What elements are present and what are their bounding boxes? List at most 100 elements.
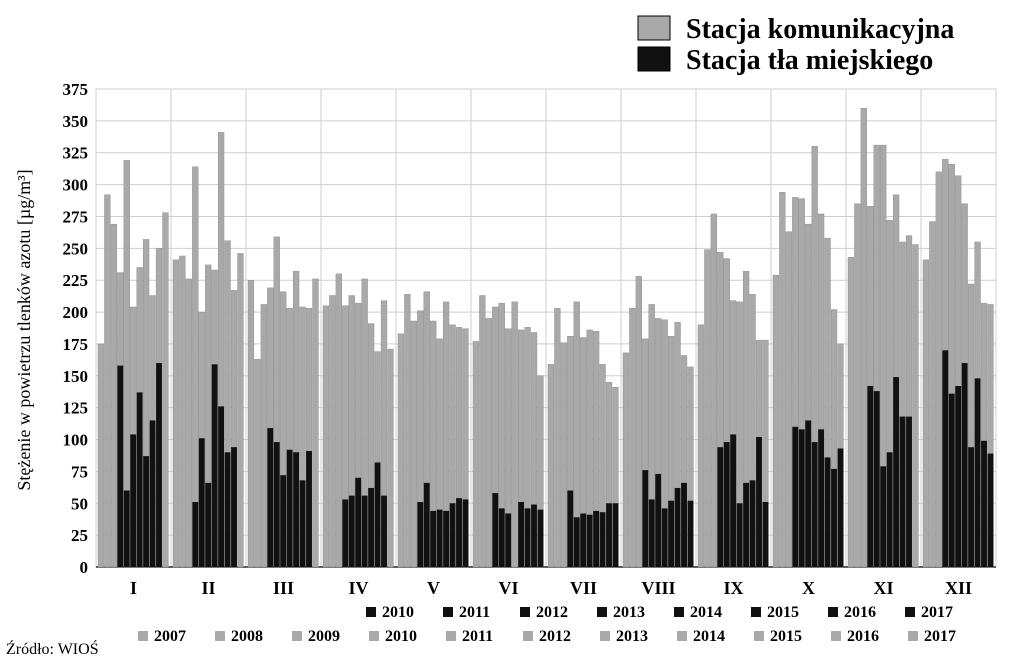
bar-komunikacyjna [179,255,186,568]
bar-tla-miejskiego [449,503,456,567]
bar-tla-miejskiego [342,499,349,567]
legend-years-tla: 2010 2011 2012 2013 2014 2015 2016 2017 [366,604,953,621]
y-tick-label: 375 [63,80,89,99]
bar-tla-miejskiego [580,513,587,567]
legend-year-label: 2010 [382,604,414,621]
y-tick-label: 0 [80,558,89,577]
y-tick-label: 25 [71,526,88,545]
legend-swatch-year [523,631,533,641]
bar-tla-miejskiego [968,447,975,567]
bar-tla-miejskiego [717,447,724,567]
bar-tla-miejskiego [824,457,831,567]
bar-komunikacyjna [472,341,480,568]
bar-tla-miejskiego [524,508,531,567]
y-axis-title: Stężenie w powietrzu tlenków azotu [µg/m… [14,169,34,490]
x-axis-labels: I II III IV V VI VII VIII IX X XI XII [130,578,972,598]
bar-tla-miejskiego [348,495,355,567]
legend-year-label: 2010 [385,628,417,645]
legend-swatch-komunikacyjna [637,15,671,41]
legend-year-label: 2017 [921,604,953,621]
bar-tla-miejskiego [368,487,375,567]
bar-tla-miejskiego [267,428,274,567]
bar-tla-miejskiego [218,406,225,567]
bar-tla-miejskiego [573,517,580,567]
bar-tla-miejskiego [586,514,593,567]
legend-swatch-year [677,631,687,641]
bar-tla-miejskiego [642,470,649,567]
bar-komunikacyjna [404,294,411,568]
bar-tla-miejskiego [837,448,844,567]
bar-tla-miejskiego [599,512,606,567]
bar-tla-miejskiego [436,509,443,567]
bar-tla-miejskiego [231,447,237,567]
source-note: Źródło: WIOŚ [6,639,99,658]
bar-tla-miejskiego [299,480,306,567]
bar-komunikacyjna [247,280,255,568]
grid [95,88,997,568]
legend-swatch-year [828,607,838,617]
bar-tla-miejskiego [143,456,150,567]
legend-swatch-year [905,607,915,617]
bar-komunikacyjna [547,364,555,568]
bar-komunikacyjna [511,301,518,568]
bar-tla-miejskiego [286,449,293,567]
legend-main: Stacja komunikacyjna Stacja tła miejskie… [637,14,954,76]
y-tick-label: 300 [63,176,89,195]
bar-komunikacyjna [935,171,942,568]
bar-tla-miejskiego [736,503,743,567]
bar-tla-miejskiego [792,426,799,567]
bar-tla-miejskiego [655,473,662,567]
legend-swatch-year [520,607,530,617]
bar-komunikacyjna [922,259,930,568]
bar-komunikacyjna [485,318,492,568]
bar-tla-miejskiego [492,493,499,567]
bar-komunikacyjna [772,274,780,568]
bar-tla-miejskiego [906,416,912,567]
bar-komunikacyjna [697,324,705,568]
legend-year-label: 2014 [690,604,722,621]
bar-komunikacyjna [860,107,867,568]
y-tick-label: 50 [71,494,88,513]
legend-swatch-year [366,607,376,617]
bar-komunikacyjna [635,276,642,568]
legend-year-label: 2012 [536,604,568,621]
bar-komunikacyjna [162,212,169,568]
bar-tla-miejskiego [505,513,512,567]
bar-komunikacyjna [629,308,636,568]
bar-tla-miejskiego [518,501,525,567]
bar-komunikacyjna [387,348,394,568]
bar-tla-miejskiego [198,438,205,567]
bar-tla-miejskiego [430,510,437,567]
bar-tla-miejskiego [687,500,694,567]
legend-years-komunikacyjna: 2007 2008 2009 2010 2011 2012 2013 2014 2015 2016… [138,628,956,645]
bar-tla-miejskiego [117,365,124,567]
legend-year-label: 2015 [767,604,799,621]
bar-komunikacyjna [260,304,267,568]
legend-year-label: 2016 [847,628,879,645]
bar-tla-miejskiego [723,442,730,567]
bar-komunikacyjna [554,308,561,568]
bar-tla-miejskiego [374,462,381,567]
bar-komunikacyjna [237,253,244,568]
legend-label-komunikacyjna: Stacja komunikacyjna [686,14,954,45]
legend-swatch-year [674,607,684,617]
bar-tla-miejskiego [593,510,600,567]
bar-komunikacyjna [785,231,792,568]
bar-komunikacyjna [560,342,567,568]
bar-tla-miejskiego [818,429,825,567]
bar-tla-miejskiego [942,350,949,567]
bar-komunikacyjna [254,359,261,568]
bar-komunikacyjna [97,343,105,568]
bar-tla-miejskiego [811,442,818,567]
legend-year-label: 2015 [770,628,802,645]
bar-tla-miejskiego [567,490,574,567]
x-tick-label: II [201,578,215,598]
x-tick-label: X [802,578,815,598]
y-tick-label: 350 [63,112,89,131]
legend-year-label: 2016 [844,604,876,621]
bar-tla-miejskiego [211,364,218,567]
bar-tla-miejskiego [961,363,968,567]
bar-tla-miejskiego [293,452,300,567]
bar-tla-miejskiego [661,508,668,567]
legend-swatch-tla [637,46,671,72]
